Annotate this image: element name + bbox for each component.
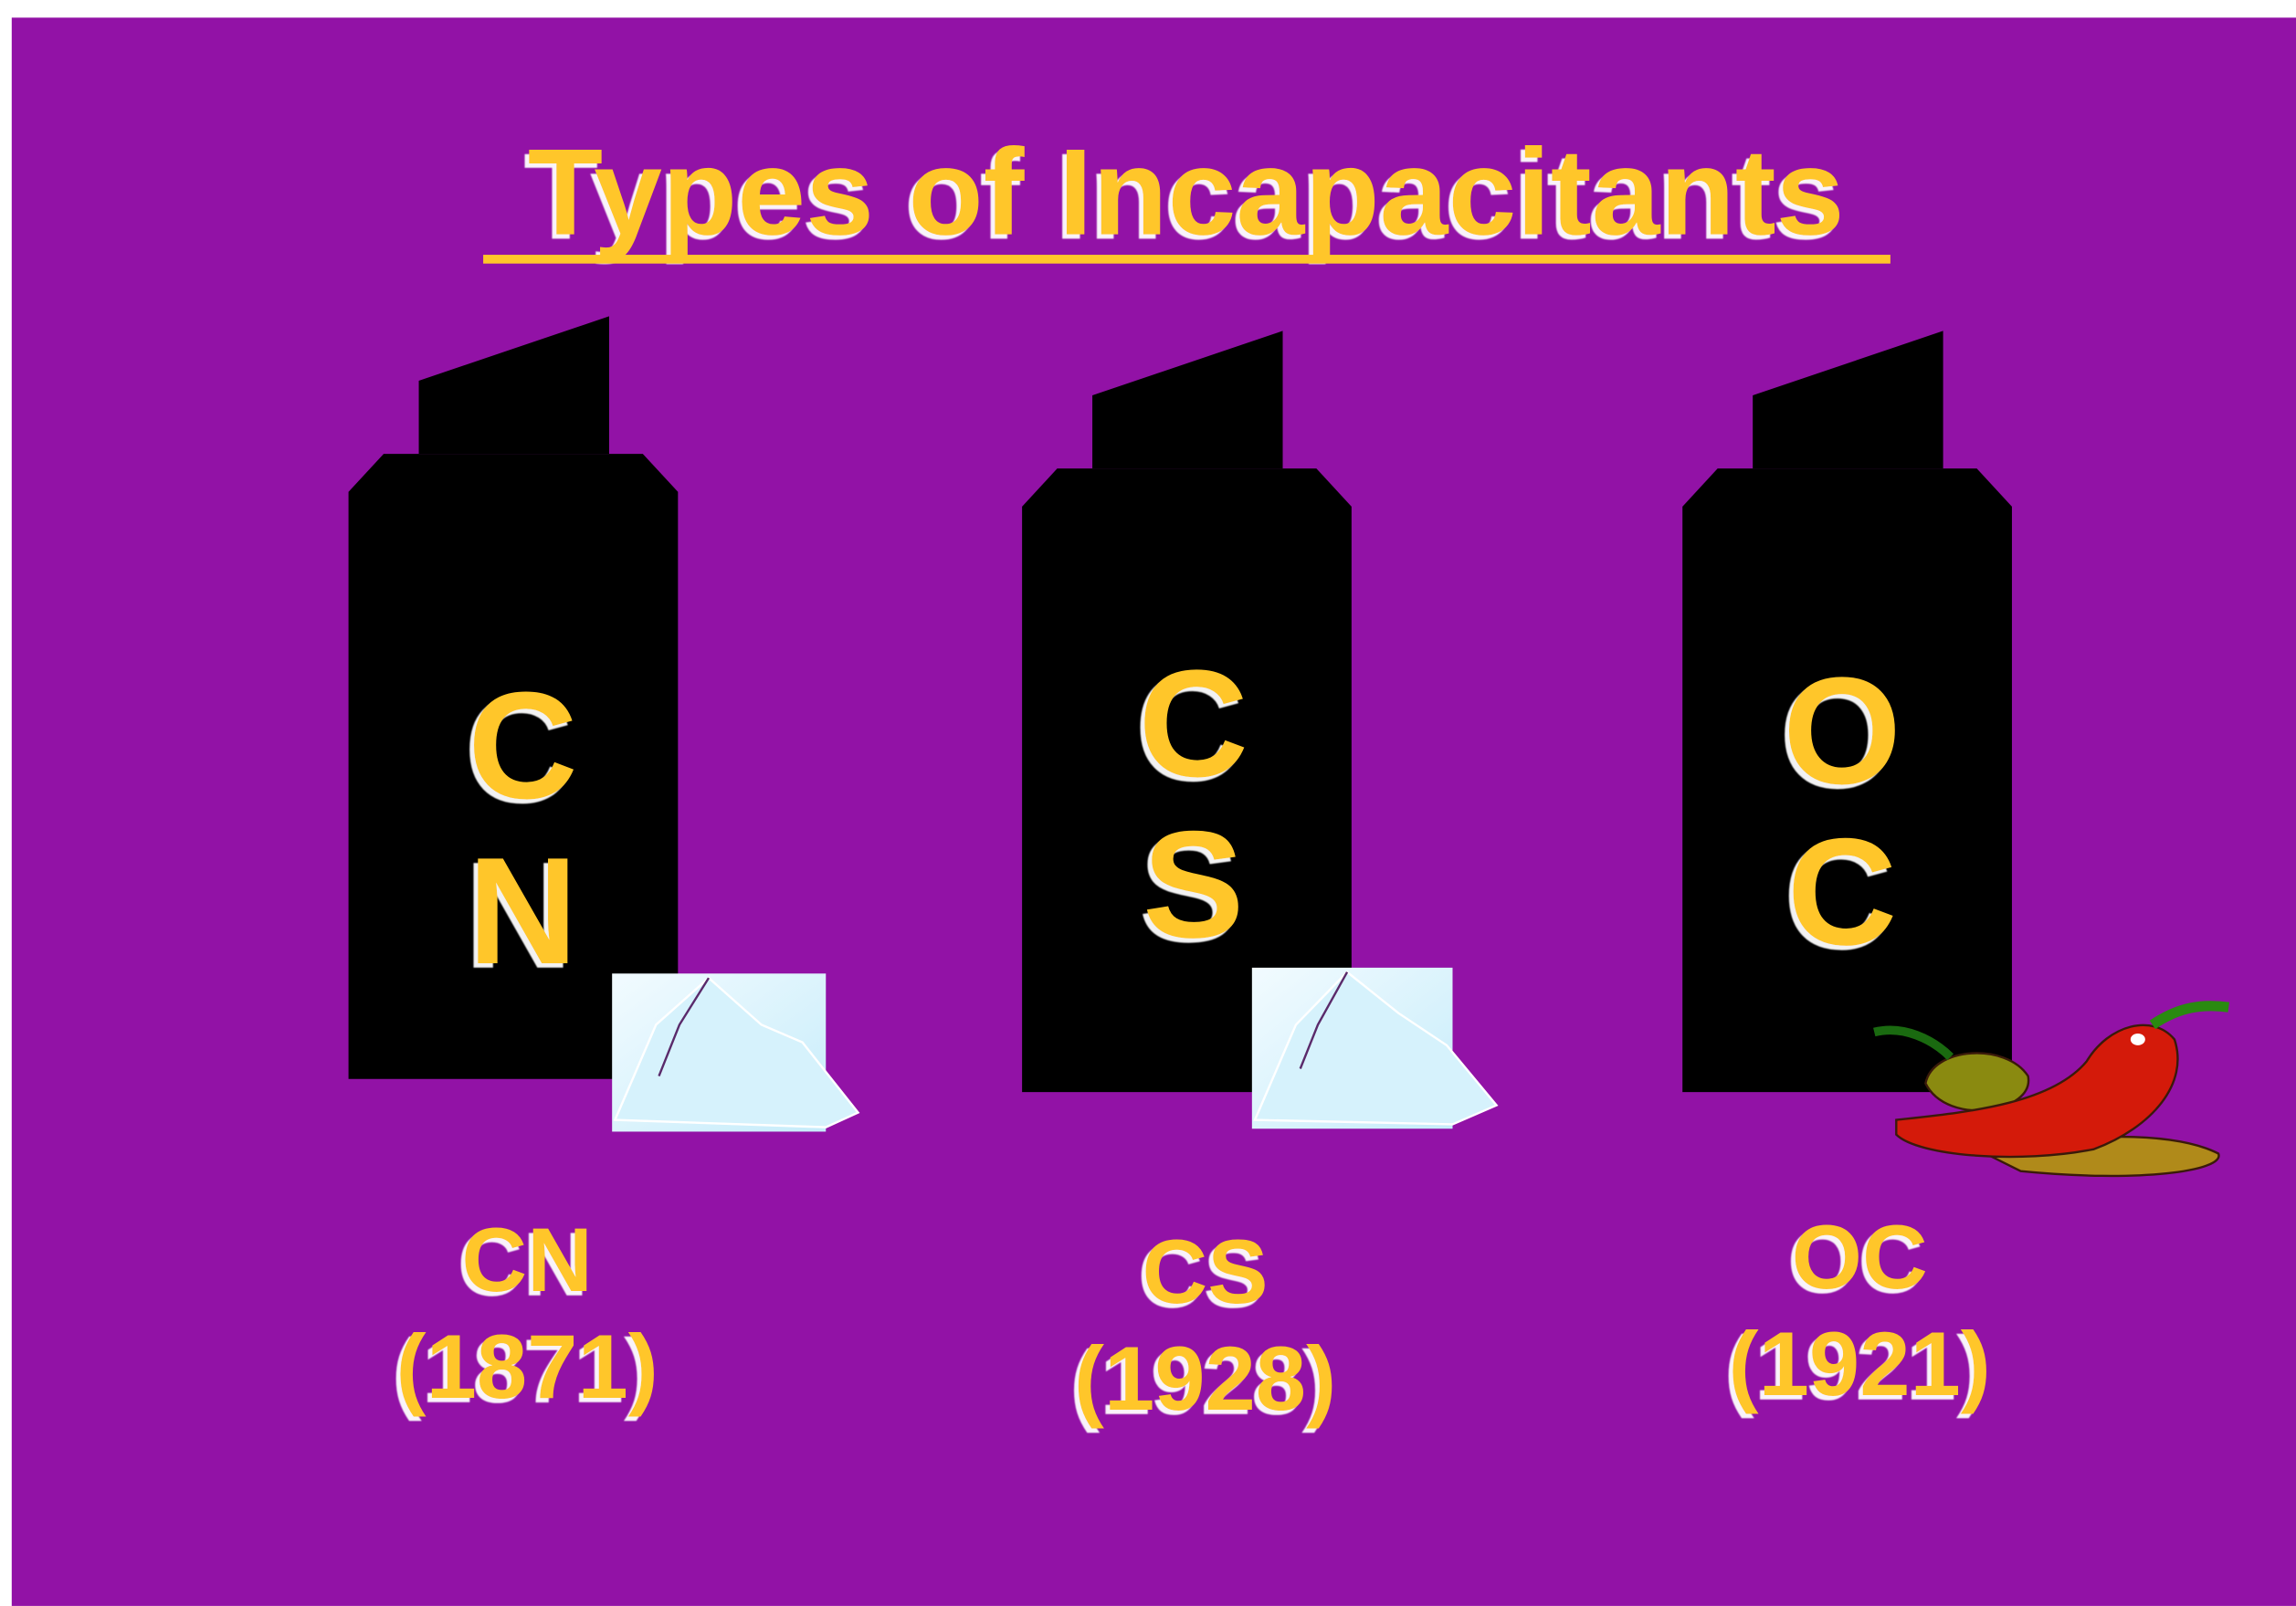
canister-body [1682, 468, 2012, 1093]
agent-year: (1921) [1729, 1314, 1991, 1415]
crystal [612, 973, 860, 1132]
canister-letter: C [468, 661, 577, 831]
agent-year: (1928) [1074, 1328, 1336, 1430]
agent-name: CN [461, 1210, 593, 1311]
agent-name: CS [1142, 1222, 1268, 1323]
canister-letter: C [1138, 639, 1248, 809]
canister-cap [1092, 331, 1283, 469]
canister-letter: S [1143, 800, 1244, 970]
canister-letter: O [1783, 646, 1901, 816]
canister-body [348, 454, 679, 1079]
peppers [1873, 1001, 2230, 1178]
title: Types of Incapacitants [528, 123, 1845, 261]
title-underline [483, 255, 1891, 264]
agent-name: OC [1792, 1207, 1928, 1308]
agent-year: (1871) [396, 1317, 658, 1418]
canister-cap [418, 316, 609, 455]
canister-letter: C [1787, 807, 1897, 977]
canister-cap [1753, 331, 1943, 469]
crystal [1251, 967, 1499, 1129]
canister-body [1022, 468, 1352, 1093]
canister-letter: N [468, 826, 577, 996]
